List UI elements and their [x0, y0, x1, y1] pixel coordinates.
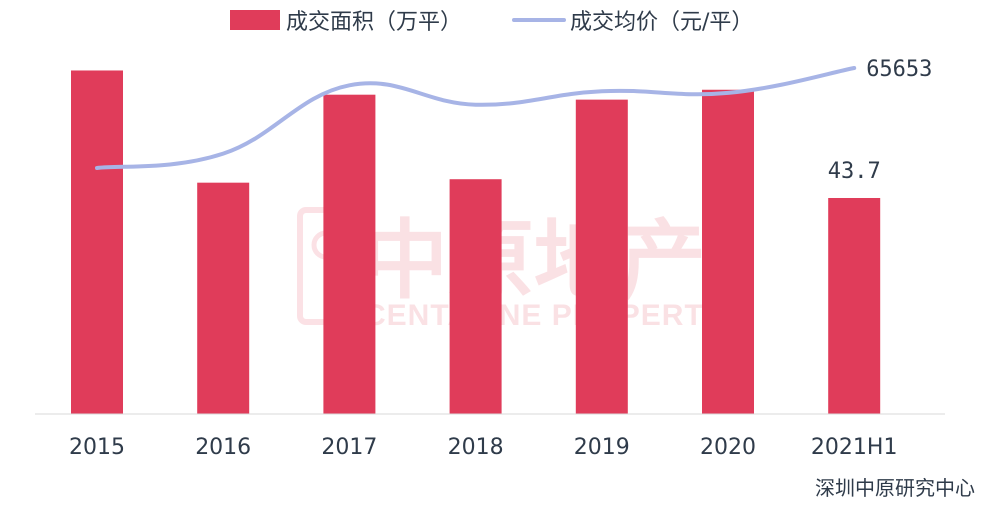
line-data-label-2021H1: 65653 — [866, 57, 932, 82]
legend-bar-swatch — [230, 10, 280, 30]
bar-2021H1 — [828, 197, 881, 414]
bars-layer — [71, 70, 881, 415]
x-tick-2015: 2015 — [69, 435, 125, 460]
bar-2016 — [197, 182, 250, 414]
data-labels: 43.7 65653 — [828, 57, 933, 184]
x-tick-2019: 2019 — [574, 435, 630, 460]
bar-2019 — [575, 99, 628, 415]
bar-2017 — [323, 94, 376, 414]
x-tick-labels: 2015 2016 2017 2018 2019 2020 2021H1 — [69, 435, 897, 460]
bar-data-label-2021H1: 43.7 — [828, 159, 881, 184]
watermark: 中原地产 CENTALINE PROPERTY — [297, 207, 725, 332]
x-tick-2021H1: 2021H1 — [811, 435, 898, 460]
x-tick-2016: 2016 — [195, 435, 251, 460]
bar-2020 — [702, 89, 754, 415]
x-tick-2020: 2020 — [700, 435, 756, 460]
legend-line-label: 成交均价（元/平） — [570, 10, 753, 35]
bar-2018 — [449, 179, 502, 414]
source-note: 深圳中原研究中心 — [815, 476, 975, 500]
legend-bar-label: 成交面积（万平） — [286, 10, 462, 35]
bar-2015 — [71, 70, 123, 414]
watermark-english: CENTALINE PROPERTY — [364, 299, 725, 332]
x-tick-2018: 2018 — [448, 435, 504, 460]
x-tick-2017: 2017 — [321, 435, 377, 460]
line-layer — [95, 66, 857, 170]
watermark-chinese: 中原地产 — [362, 211, 706, 311]
legend: 成交面积（万平） 成交均价（元/平） — [230, 10, 753, 35]
price-line — [95, 66, 857, 170]
